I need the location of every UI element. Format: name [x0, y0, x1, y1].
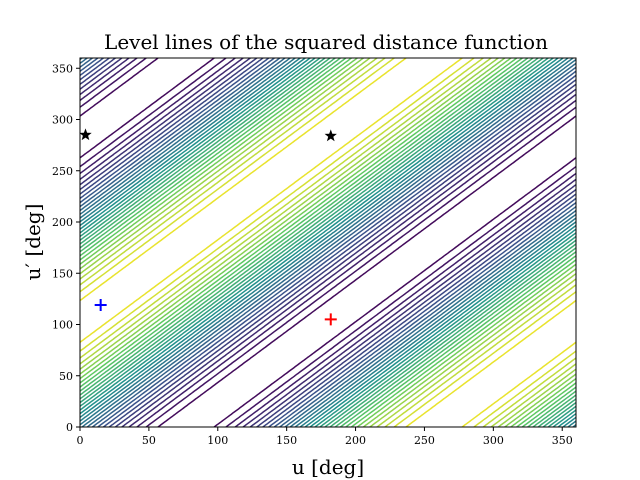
contour-level-line: [80, 58, 576, 427]
contour-level-line: [80, 58, 576, 427]
contour-level-line: [80, 58, 576, 427]
contour-level-line: [80, 58, 576, 427]
contour-level-line: [80, 58, 576, 427]
contour-level-line: [80, 58, 576, 427]
contour-plot-area: [80, 58, 576, 427]
contour-level-line: [80, 58, 576, 427]
contour-level-line: [80, 58, 576, 427]
contour-level-line: [80, 58, 576, 427]
contour-level-line: [80, 58, 576, 427]
contour-level-line: [80, 58, 576, 427]
y-tick-label: 100: [52, 319, 73, 332]
contour-level-line: [80, 58, 576, 427]
star-marker: [324, 129, 337, 142]
contour-level-line: [80, 58, 576, 427]
chart-title: Level lines of the squared distance func…: [104, 30, 548, 54]
markers: [79, 128, 337, 326]
star-marker: [79, 128, 92, 141]
x-tick-label: 0: [77, 434, 84, 447]
contour-level-line: [80, 58, 576, 427]
x-tick-label: 150: [276, 434, 297, 447]
y-tick-label: 50: [59, 370, 73, 383]
contour-level-line: [80, 58, 576, 427]
contour-level-line: [80, 58, 576, 427]
contour-level-line: [80, 58, 576, 427]
x-tick-label: 200: [345, 434, 366, 447]
y-tick-label: 150: [52, 267, 73, 280]
red-plus-marker: [324, 313, 337, 326]
contour-level-line: [80, 58, 576, 427]
contour-level-line: [80, 58, 576, 427]
contour-level-line: [80, 58, 576, 427]
contour-level-line: [80, 58, 576, 427]
contour-level-line: [80, 58, 576, 427]
y-tick-label: 200: [52, 216, 73, 229]
contour-level-line: [80, 58, 576, 427]
x-tick-label: 250: [414, 434, 435, 447]
contour-level-line: [80, 58, 576, 427]
contour-level-line: [80, 58, 576, 427]
plot-frame: [79, 57, 577, 428]
contour-level-line: [80, 58, 576, 427]
y-tick-label: 300: [52, 114, 73, 127]
y-tick-label: 0: [66, 421, 73, 434]
contour-lines: [80, 58, 576, 427]
y-tick-label: 350: [52, 62, 73, 75]
y-axis-ticks: 0 50 100 150 200 250 300 350: [52, 62, 80, 434]
contour-level-line: [80, 58, 576, 427]
x-tick-label: 100: [207, 434, 228, 447]
y-tick-label: 250: [52, 165, 73, 178]
contour-level-line: [80, 58, 576, 427]
contour-level-line: [80, 58, 576, 427]
x-tick-label: 350: [552, 434, 573, 447]
x-tick-label: 50: [142, 434, 156, 447]
x-tick-label: 300: [483, 434, 504, 447]
x-axis-label: u [deg]: [292, 455, 364, 479]
contour-level-line: [80, 58, 576, 427]
x-axis-ticks: 0 50 100 150 200 250 300 350: [77, 427, 573, 447]
blue-plus-marker: [94, 299, 107, 312]
y-axis-label: u′ [deg]: [21, 204, 45, 281]
contour-level-line: [80, 58, 576, 427]
